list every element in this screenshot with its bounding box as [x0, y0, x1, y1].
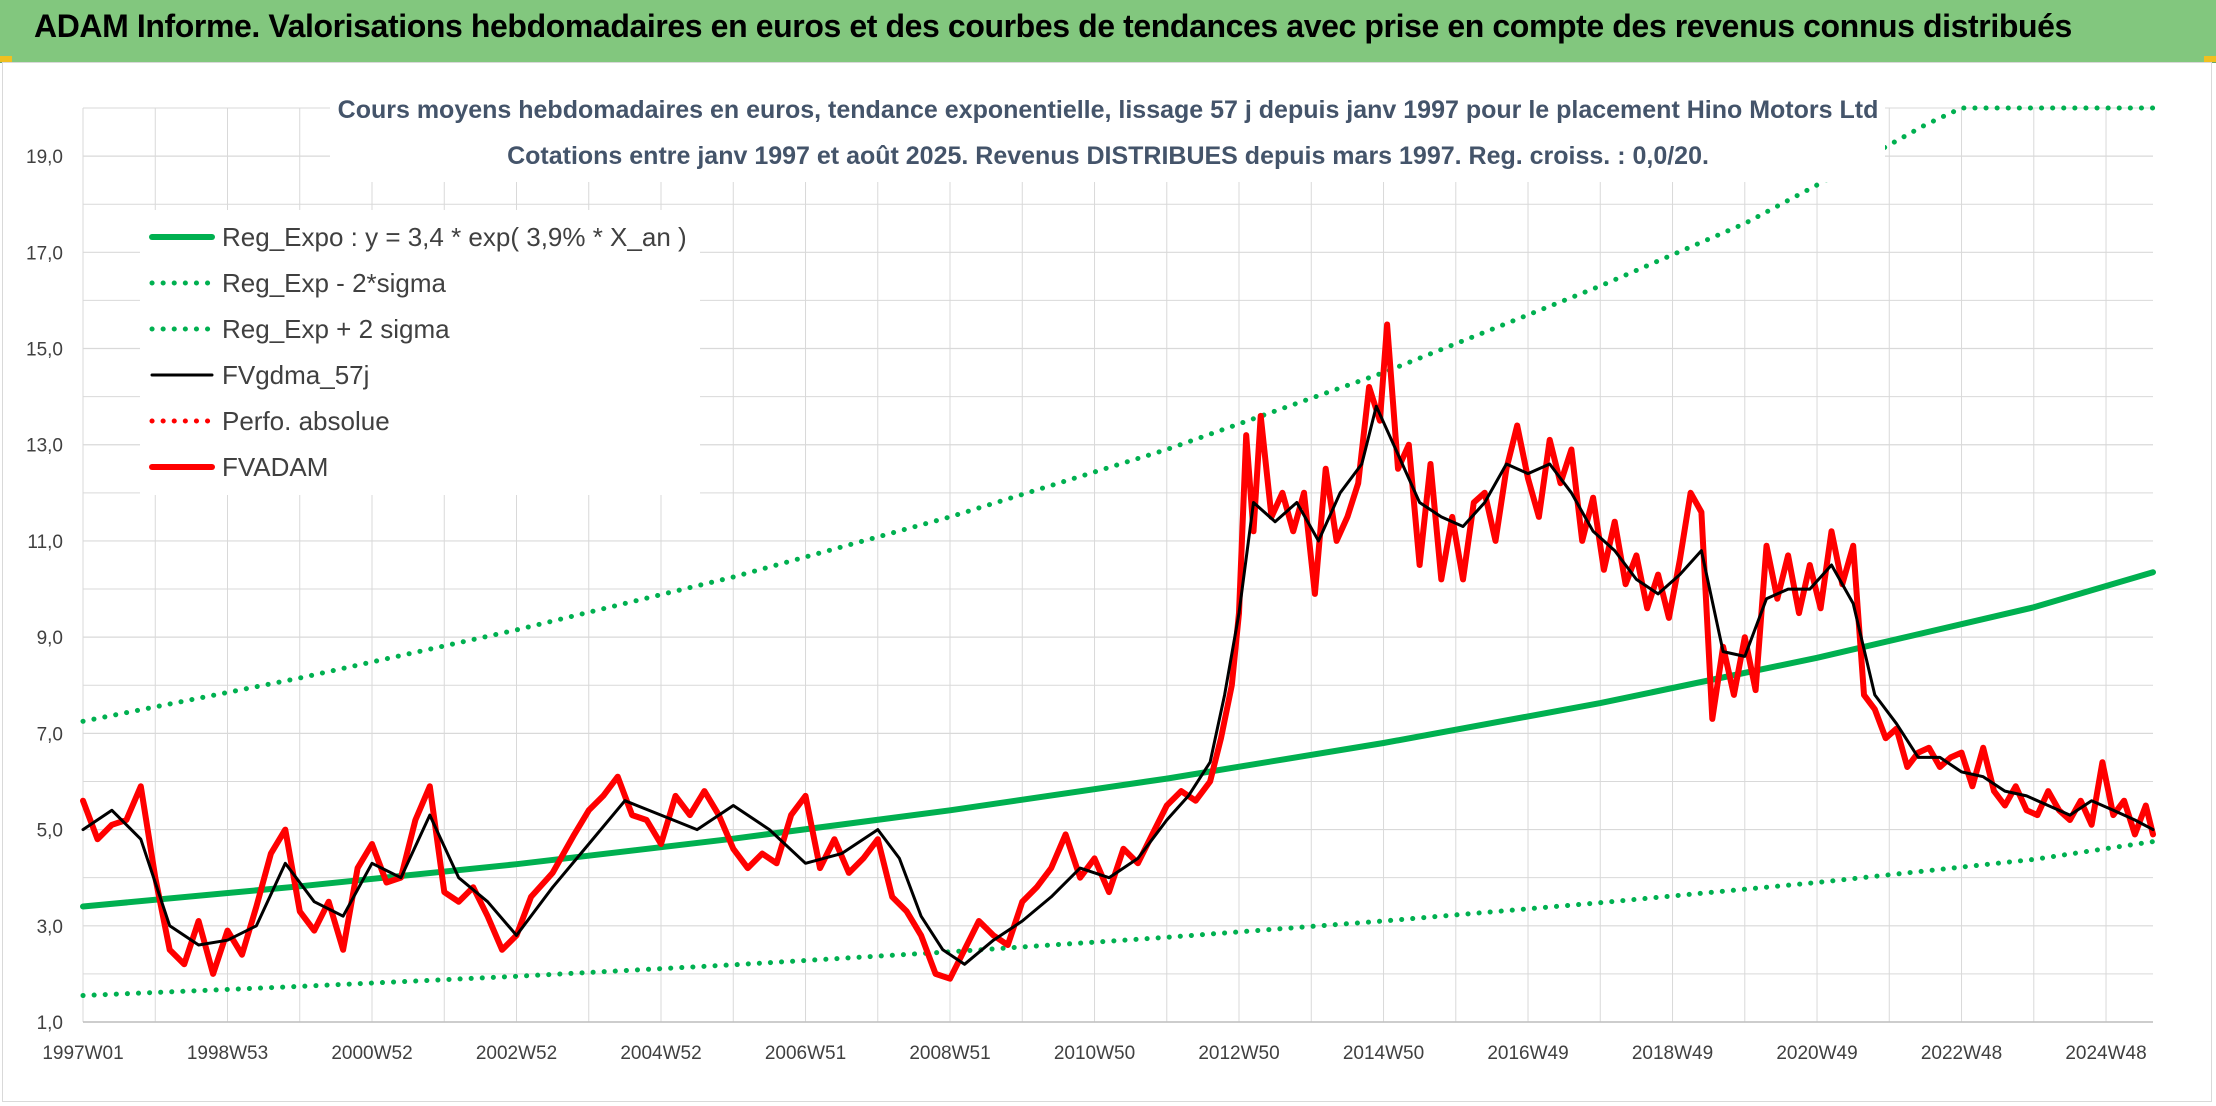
- x-tick-label: 1998W53: [187, 1043, 268, 1064]
- series-line-5: [80, 321, 2156, 982]
- y-tick-label: 13,0: [26, 436, 63, 457]
- legend-label: Perfo. absolue: [222, 406, 390, 436]
- y-tick-label: 5,0: [37, 821, 63, 842]
- legend-label: Reg_Exp - 2*sigma: [222, 268, 447, 298]
- x-tick-label: 2004W52: [620, 1043, 701, 1064]
- series-line-1: [80, 839, 2156, 998]
- x-tick-label: 2014W50: [1343, 1043, 1424, 1064]
- series-line-3: [81, 404, 2155, 966]
- x-tick-label: 1997W01: [42, 1043, 123, 1064]
- series-layer: [80, 105, 2156, 998]
- axis-labels: 1,0 3,0 5,0 7,0 9,0 11,0 13,0 15,0 17,0 19,0 1997W…: [26, 147, 2153, 1064]
- x-tick-label: 2006W51: [765, 1043, 846, 1064]
- y-tick-label: 19,0: [26, 147, 63, 168]
- y-tick-label: 3,0: [37, 917, 63, 938]
- legend-label: Reg_Expo : y = 3,4 * exp( 3,9% * X_an ): [222, 222, 687, 252]
- title-background: [330, 86, 1885, 182]
- y-tick-label: 9,0: [37, 628, 63, 649]
- legend: Reg_Expo : y = 3,4 * exp( 3,9% * X_an ) R…: [149, 222, 687, 482]
- report-title: ADAM Informe. Valorisations hebdomadaire…: [34, 8, 2072, 44]
- chart-frame: [2, 62, 2212, 1102]
- legend-background: [140, 210, 700, 495]
- y-tick-label: 7,0: [37, 724, 63, 745]
- x-tick-label: 2016W49: [1487, 1043, 1568, 1064]
- chart-subtitle: Cotations entre janv 1997 et août 2025. …: [507, 142, 1709, 170]
- x-tick-label: 2002W52: [476, 1043, 557, 1064]
- chart-title: Cours moyens hebdomadaires en euros, ten…: [338, 96, 1879, 124]
- x-tick-label: 2010W50: [1054, 1043, 1135, 1064]
- x-tick-label: 2008W51: [909, 1043, 990, 1064]
- banner-corner-right: [2204, 56, 2216, 62]
- y-tick-label: 1,0: [37, 1013, 63, 1034]
- x-tick-label: 2012W50: [1198, 1043, 1279, 1064]
- banner-corner-left: [0, 56, 12, 62]
- x-tick-label: 2022W48: [1921, 1043, 2002, 1064]
- x-tick-label: 2018W49: [1632, 1043, 1713, 1064]
- report-banner: ADAM Informe. Valorisations hebdomadaire…: [0, 0, 2216, 63]
- x-tick-label: 2020W49: [1776, 1043, 1857, 1064]
- y-tick-label: 15,0: [26, 340, 63, 361]
- x-tick-label: 2024W48: [2065, 1043, 2146, 1064]
- legend-label: Reg_Exp + 2 sigma: [222, 314, 450, 344]
- legend-label: FVADAM: [222, 452, 328, 482]
- y-tick-label: 17,0: [26, 243, 63, 264]
- legend-label: FVgdma_57j: [222, 360, 369, 390]
- series-line-2: [80, 105, 2156, 724]
- x-tick-label: 2000W52: [331, 1043, 412, 1064]
- y-tick-label: 11,0: [27, 532, 63, 553]
